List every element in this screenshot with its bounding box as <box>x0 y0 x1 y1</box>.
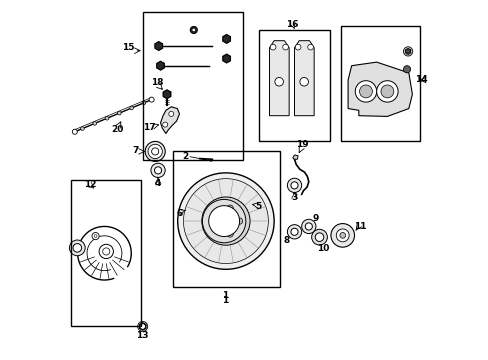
Text: 8: 8 <box>283 236 289 245</box>
Circle shape <box>202 199 245 243</box>
Text: 2: 2 <box>182 152 188 161</box>
Text: 7: 7 <box>132 146 139 155</box>
Text: 5: 5 <box>255 202 262 211</box>
Circle shape <box>403 47 412 56</box>
Circle shape <box>94 235 97 238</box>
Circle shape <box>376 81 397 102</box>
Text: 18: 18 <box>150 78 163 87</box>
Circle shape <box>311 229 326 245</box>
Polygon shape <box>155 42 162 50</box>
Circle shape <box>69 240 85 256</box>
Text: 9: 9 <box>312 214 319 223</box>
Circle shape <box>270 44 275 50</box>
Circle shape <box>105 117 109 120</box>
Circle shape <box>102 248 110 255</box>
Polygon shape <box>223 35 230 43</box>
Circle shape <box>202 197 249 245</box>
Polygon shape <box>157 62 164 70</box>
Circle shape <box>183 179 268 264</box>
Text: 14: 14 <box>414 76 427 85</box>
Circle shape <box>117 111 121 115</box>
Circle shape <box>336 229 348 242</box>
Polygon shape <box>223 54 230 63</box>
Circle shape <box>339 233 345 238</box>
Circle shape <box>359 85 372 98</box>
Bar <box>142 12 242 160</box>
Circle shape <box>290 182 298 189</box>
Circle shape <box>208 206 239 237</box>
Circle shape <box>354 81 376 102</box>
Bar <box>173 152 280 287</box>
Circle shape <box>149 146 161 157</box>
Circle shape <box>148 144 162 158</box>
Circle shape <box>211 210 218 216</box>
Text: 15: 15 <box>122 43 134 52</box>
Circle shape <box>138 321 147 332</box>
Circle shape <box>226 205 233 211</box>
Text: 6: 6 <box>176 209 182 218</box>
Circle shape <box>92 233 99 240</box>
Text: 19: 19 <box>295 140 308 149</box>
Circle shape <box>72 129 77 134</box>
Circle shape <box>226 231 233 237</box>
Bar <box>340 26 419 141</box>
Circle shape <box>168 111 173 116</box>
Circle shape <box>149 97 154 102</box>
Text: 4: 4 <box>155 179 161 188</box>
Circle shape <box>307 44 313 50</box>
Circle shape <box>218 214 233 228</box>
Circle shape <box>207 203 244 239</box>
Circle shape <box>177 173 274 269</box>
Circle shape <box>290 228 298 235</box>
Circle shape <box>301 219 315 234</box>
Circle shape <box>274 77 283 86</box>
Circle shape <box>99 244 113 258</box>
Circle shape <box>287 178 301 193</box>
Circle shape <box>151 148 159 155</box>
Bar <box>258 30 329 141</box>
Circle shape <box>305 223 312 230</box>
Circle shape <box>315 233 323 242</box>
Circle shape <box>295 44 300 50</box>
Text: 11: 11 <box>353 222 366 231</box>
Circle shape <box>282 44 288 50</box>
Circle shape <box>190 26 197 33</box>
Circle shape <box>81 127 84 130</box>
Circle shape <box>142 101 145 105</box>
Circle shape <box>130 106 133 110</box>
Circle shape <box>330 224 354 247</box>
Circle shape <box>145 141 165 161</box>
Circle shape <box>211 226 218 232</box>
Text: 12: 12 <box>84 180 96 189</box>
Text: 1: 1 <box>222 291 228 300</box>
Text: 10: 10 <box>316 244 328 253</box>
Polygon shape <box>347 62 411 116</box>
Polygon shape <box>163 90 170 99</box>
Polygon shape <box>160 107 179 134</box>
Circle shape <box>287 225 301 239</box>
Bar <box>71 180 141 327</box>
Text: 20: 20 <box>111 126 123 135</box>
Text: 17: 17 <box>143 123 156 132</box>
Circle shape <box>151 163 165 177</box>
Text: 1: 1 <box>222 296 228 305</box>
Text: 16: 16 <box>286 20 298 29</box>
Polygon shape <box>139 323 145 330</box>
Text: 13: 13 <box>136 331 149 340</box>
Polygon shape <box>294 41 313 116</box>
Polygon shape <box>292 155 298 159</box>
Circle shape <box>163 122 167 127</box>
Text: 3: 3 <box>291 193 297 202</box>
Circle shape <box>403 66 410 73</box>
Circle shape <box>192 28 195 32</box>
Polygon shape <box>269 41 288 116</box>
Circle shape <box>380 85 393 98</box>
Circle shape <box>73 244 81 252</box>
Circle shape <box>236 218 242 224</box>
Circle shape <box>299 77 308 86</box>
Circle shape <box>140 324 145 329</box>
Circle shape <box>154 167 162 174</box>
Circle shape <box>93 122 96 125</box>
Polygon shape <box>405 49 410 54</box>
